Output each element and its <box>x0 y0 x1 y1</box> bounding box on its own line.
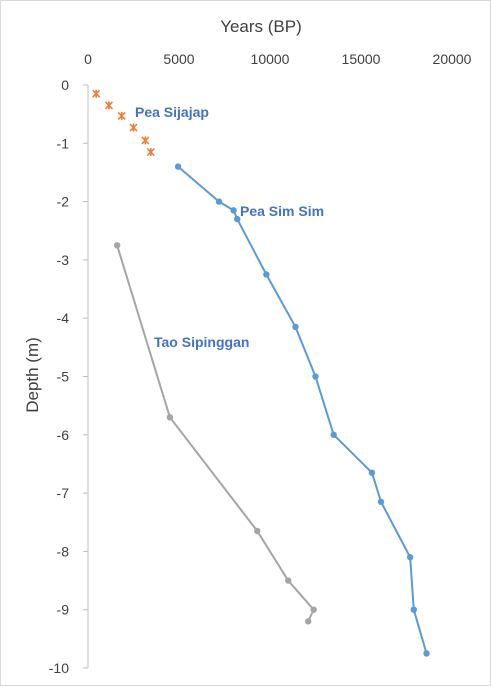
y-tick-label: -2 <box>57 194 70 210</box>
data-point-pea-sim-sim <box>410 606 417 613</box>
data-point-pea-sim-sim <box>263 271 270 278</box>
y-tick-label: -4 <box>57 310 70 326</box>
y-tick-label: -6 <box>57 427 70 443</box>
y-tick-label: -8 <box>57 543 70 559</box>
series-label-pea-sijajap: Pea Sijajap <box>135 104 209 120</box>
x-tick-label: 10000 <box>251 51 290 67</box>
x-axis-ticks: 0 5000 10000 15000 20000 <box>84 51 472 67</box>
x-tick-label: 5000 <box>163 51 194 67</box>
data-point-tao-sipinggan <box>113 242 121 249</box>
data-point-tao-sipinggan <box>254 527 261 535</box>
data-point-pea-sijajap <box>117 111 126 120</box>
series-points <box>92 89 430 657</box>
series-line-pea-sim-sim <box>177 165 428 654</box>
y-axis-ticks: 0 -1 -2 -3 -4 -5 -6 -7 -8 -9 -10 <box>49 77 88 676</box>
data-point-pea-sim-sim <box>406 554 414 561</box>
x-axis-title: Years (BP) <box>220 17 302 36</box>
data-point-pea-sijajap <box>92 89 101 98</box>
series-label-tao-sipinggan: Tao Sipinggan <box>154 334 249 350</box>
x-tick-label: 20000 <box>433 51 472 67</box>
y-tick-label: -10 <box>49 660 69 676</box>
data-point-pea-sijajap <box>141 136 150 145</box>
data-point-pea-sim-sim <box>234 215 241 223</box>
data-point-pea-sim-sim <box>377 498 385 506</box>
y-tick-label: -1 <box>57 135 70 151</box>
data-point-pea-sim-sim <box>330 431 337 438</box>
data-point-tao-sipinggan <box>305 618 312 625</box>
data-point-tao-sipinggan <box>310 606 317 613</box>
data-point-pea-sijajap <box>146 147 155 157</box>
data-point-pea-sijajap <box>129 123 138 132</box>
x-tick-label: 0 <box>84 51 92 67</box>
data-point-pea-sim-sim <box>423 650 430 657</box>
x-tick-label: 15000 <box>342 51 381 67</box>
series-annotations: Pea Sijajap Pea Sim Sim Tao Sipinggan <box>135 104 324 350</box>
data-point-pea-sim-sim <box>230 207 237 214</box>
data-point-pea-sim-sim <box>312 373 319 380</box>
data-point-pea-sim-sim <box>368 469 376 476</box>
y-tick-label: -7 <box>57 485 70 501</box>
data-point-tao-sipinggan <box>166 414 174 421</box>
y-tick-label: -9 <box>57 602 70 618</box>
data-point-pea-sim-sim <box>292 323 299 331</box>
series-lines <box>116 165 428 654</box>
data-point-tao-sipinggan <box>285 577 292 584</box>
y-tick-label: 0 <box>61 77 69 93</box>
y-tick-label: -5 <box>57 369 70 385</box>
data-point-pea-sijajap <box>104 101 113 110</box>
data-point-pea-sim-sim <box>215 198 223 205</box>
y-axis-title: Depth (m) <box>23 337 42 413</box>
data-point-pea-sim-sim <box>174 163 182 170</box>
y-tick-label: -3 <box>57 252 70 268</box>
series-line-tao-sipinggan <box>116 245 315 622</box>
series-label-pea-sim-sim: Pea Sim Sim <box>240 203 324 219</box>
